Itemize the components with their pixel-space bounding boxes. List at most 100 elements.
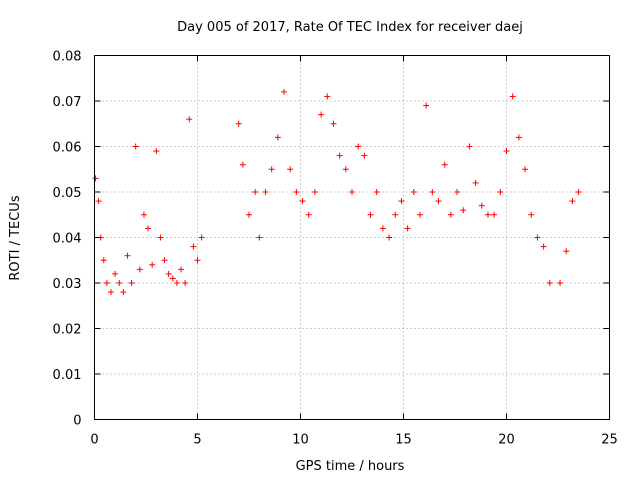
- x-tick-label: 10: [292, 433, 309, 448]
- y-tick-label: 0.02: [53, 323, 82, 338]
- data-point: [429, 189, 436, 195]
- data-point: [367, 211, 374, 218]
- data-point: [534, 234, 541, 241]
- data-point: [186, 116, 193, 123]
- data-point: [466, 143, 473, 150]
- data-point: [569, 198, 576, 205]
- data-point: [546, 280, 553, 286]
- data-point: [540, 243, 547, 250]
- data-point: [169, 275, 176, 282]
- data-point: [318, 111, 325, 118]
- data-point: [515, 134, 522, 141]
- data-point: [478, 202, 485, 209]
- y-tick-label: 0.06: [53, 141, 82, 156]
- data-point: [379, 225, 386, 232]
- data-point: [107, 289, 114, 296]
- data-point: [287, 166, 294, 173]
- y-tick-label: 0.03: [53, 277, 82, 292]
- data-point: [112, 270, 119, 277]
- data-point: [416, 211, 423, 218]
- data-point: [124, 252, 131, 259]
- data-point: [161, 257, 168, 264]
- data-point: [503, 148, 510, 155]
- data-point: [398, 198, 405, 205]
- y-tick-label: 0: [73, 414, 81, 429]
- data-point: [497, 189, 504, 195]
- data-points: [92, 88, 582, 296]
- data-point: [423, 102, 430, 109]
- data-point: [342, 166, 349, 173]
- data-point: [509, 93, 516, 100]
- data-point: [410, 189, 417, 195]
- grid-layer: [94, 55, 610, 420]
- data-point: [262, 189, 269, 195]
- x-tick-label: 25: [601, 433, 618, 448]
- x-tick-label: 15: [395, 433, 412, 448]
- data-point: [491, 211, 498, 218]
- data-point: [435, 198, 442, 205]
- data-point: [373, 189, 380, 195]
- data-point: [235, 120, 242, 127]
- data-point: [165, 270, 172, 277]
- data-point: [305, 211, 312, 218]
- data-point: [128, 280, 135, 286]
- data-point: [252, 189, 259, 195]
- data-point: [404, 225, 411, 232]
- data-point: [178, 266, 185, 273]
- y-tick-label: 0.08: [53, 50, 82, 65]
- y-tick-label: 0.07: [53, 95, 82, 110]
- data-point: [256, 234, 263, 241]
- data-point: [563, 248, 570, 255]
- data-point: [361, 152, 368, 159]
- data-point: [194, 257, 201, 264]
- x-tick-label: 20: [498, 433, 515, 448]
- data-point: [153, 148, 160, 155]
- data-point: [392, 211, 399, 218]
- y-tick-label: 0.01: [53, 368, 82, 383]
- data-point: [355, 143, 362, 150]
- data-point: [140, 211, 147, 218]
- data-point: [95, 198, 102, 205]
- data-point: [522, 166, 529, 173]
- data-point: [198, 234, 205, 241]
- data-point: [190, 243, 197, 250]
- data-point: [116, 280, 123, 286]
- data-point: [311, 189, 318, 195]
- y-axis-label: ROTI / TECUs: [8, 195, 23, 280]
- y-tick-label: 0.05: [53, 186, 82, 201]
- data-point: [239, 161, 246, 168]
- chart-title: Day 005 of 2017, Rate Of TEC Index for r…: [177, 20, 523, 35]
- data-point: [330, 120, 337, 127]
- data-point: [454, 189, 461, 195]
- data-point: [182, 280, 189, 286]
- data-point: [447, 211, 454, 218]
- data-point: [274, 134, 281, 141]
- data-point: [268, 166, 275, 173]
- data-point: [293, 189, 300, 195]
- plot-frame: [94, 55, 610, 420]
- data-point: [460, 207, 467, 214]
- data-point: [557, 280, 564, 286]
- x-axis-label: GPS time / hours: [296, 459, 405, 474]
- ticks-layer: 0 0.01 0.02 0.03 0.04 0.05 0.06 0.07 0.08 0 5 10 15 2…: [53, 50, 618, 448]
- data-point: [92, 175, 99, 182]
- data-point: [575, 189, 582, 195]
- data-point: [281, 88, 288, 95]
- data-point: [100, 257, 107, 264]
- data-point: [145, 225, 152, 232]
- data-point: [472, 179, 479, 186]
- data-point: [484, 211, 491, 218]
- data-point: [136, 266, 143, 273]
- data-point: [336, 152, 343, 159]
- data-point: [149, 261, 156, 268]
- data-point: [173, 280, 180, 286]
- data-point: [386, 234, 393, 241]
- data-point: [103, 280, 110, 286]
- y-tick-label: 0.04: [53, 232, 82, 247]
- x-tick-label: 5: [193, 433, 201, 448]
- data-point: [120, 289, 127, 296]
- data-point: [441, 161, 448, 168]
- data-point: [349, 189, 355, 195]
- data-point: [528, 211, 535, 218]
